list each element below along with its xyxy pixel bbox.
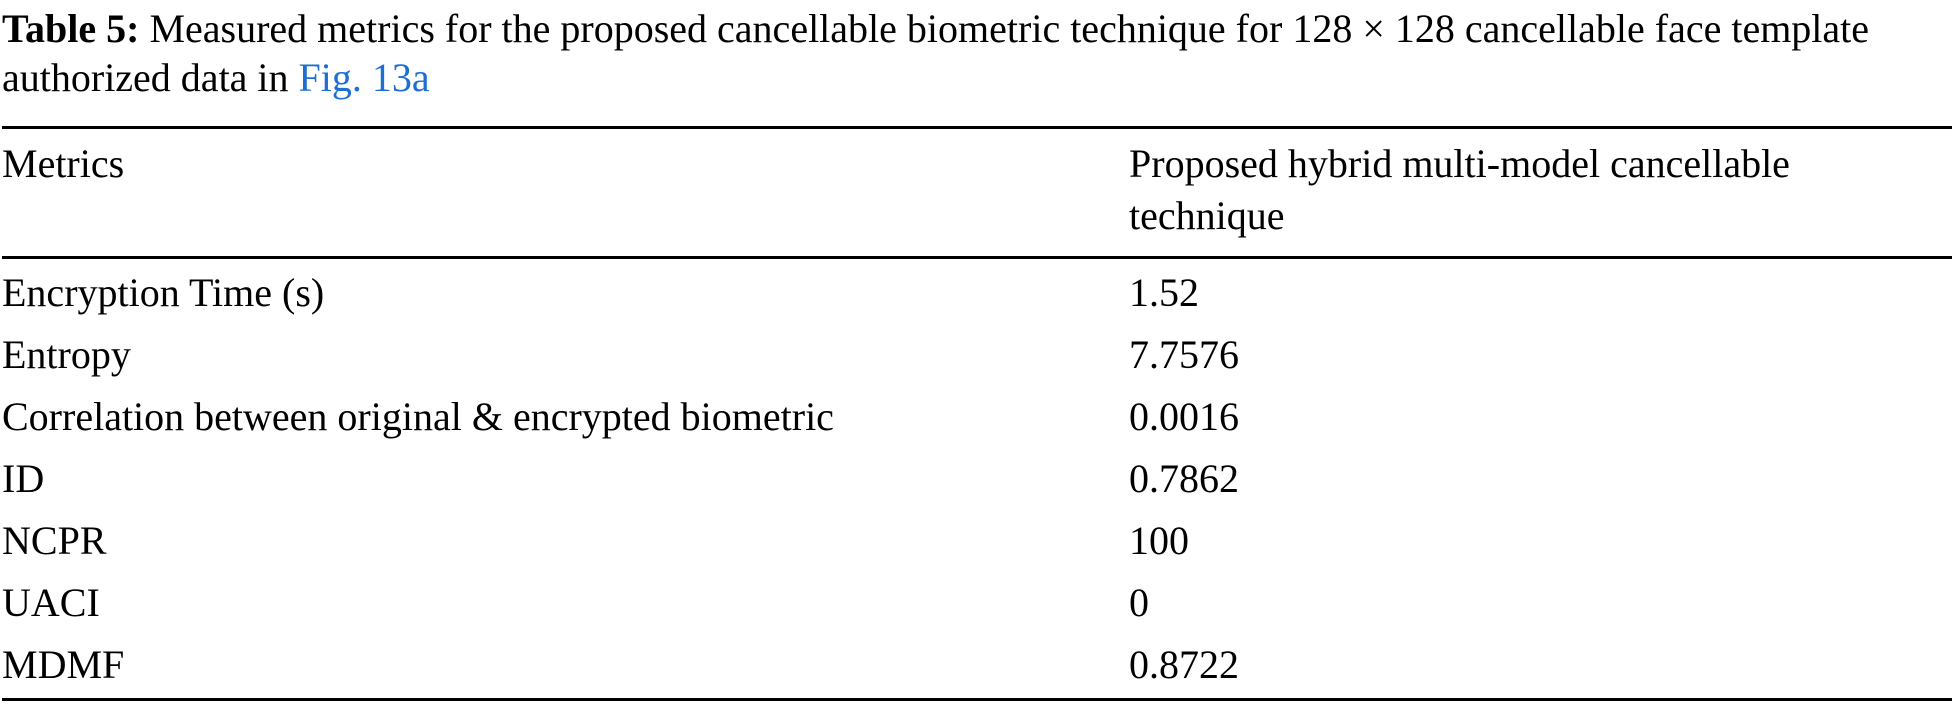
header-row: Metrics Proposed hybrid multi-model canc… [2, 126, 1952, 259]
table-row: Correlation between original & encrypted… [2, 386, 1952, 448]
table-row: Encryption Time (s) 1.52 [2, 258, 1952, 325]
column-header-technique: Proposed hybrid multi-model cancellable … [1129, 126, 1952, 259]
metric-value-cell: 0 [1129, 580, 1149, 625]
metric-value-cell: 0.7862 [1129, 456, 1239, 501]
table-row: ID 0.7862 [2, 448, 1952, 510]
metric-name-cell: Entropy [2, 332, 131, 377]
table-row: Entropy 7.7576 [2, 324, 1952, 386]
metric-value-cell: 7.7576 [1129, 332, 1239, 377]
metric-name-cell: ID [2, 456, 45, 501]
table-row: UACI 0 [2, 572, 1952, 634]
metric-name-cell: MDMF [2, 634, 1129, 701]
table-caption-text: Measured metrics for the proposed cancel… [2, 6, 1870, 100]
metrics-table-body: Encryption Time (s) 1.52 Entropy 7.7576 … [2, 258, 1952, 701]
metric-value-cell: 0.0016 [1129, 394, 1239, 439]
column-header-metrics: Metrics [2, 126, 1129, 259]
metric-value-cell: 1.52 [1129, 270, 1199, 315]
table-caption-label: Table 5: [2, 6, 140, 51]
metrics-table-header: Metrics Proposed hybrid multi-model canc… [2, 126, 1952, 259]
metric-value-cell: 0.8722 [1129, 634, 1952, 701]
table-row: NCPR 100 [2, 510, 1952, 572]
metric-name-cell: NCPR [2, 518, 107, 563]
metric-name-cell: Encryption Time (s) [2, 270, 325, 315]
metric-name-cell: Correlation between original & encrypted… [2, 394, 834, 439]
table-caption: Table 5: Measured metrics for the propos… [2, 4, 1952, 102]
figure-reference-link[interactable]: Fig. 13a [298, 55, 430, 100]
metrics-table: Metrics Proposed hybrid multi-model canc… [2, 126, 1952, 701]
table-row: MDMF 0.8722 [2, 634, 1952, 701]
metric-name-cell: UACI [2, 580, 100, 625]
metric-value-cell: 100 [1129, 518, 1189, 563]
